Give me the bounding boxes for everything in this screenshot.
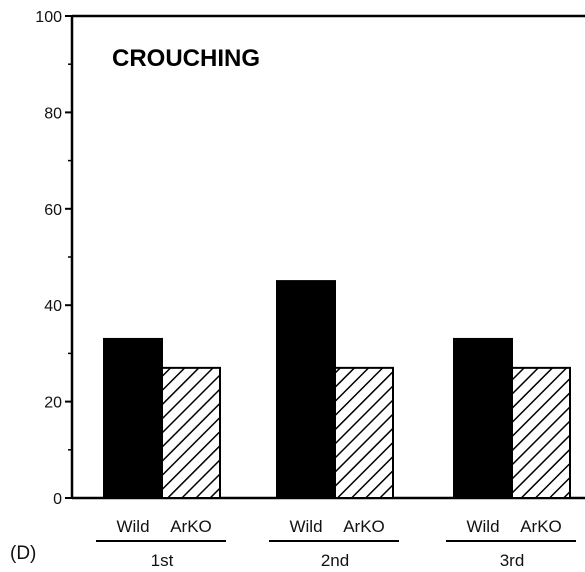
group-label: 2nd bbox=[321, 551, 349, 570]
bar-label: Wild bbox=[116, 517, 149, 536]
y-tick-label: 80 bbox=[44, 105, 62, 122]
y-tick-label: 60 bbox=[44, 202, 62, 219]
bar-label: ArKO bbox=[343, 517, 385, 536]
bar-label: ArKO bbox=[520, 517, 562, 536]
bar-wild-1st bbox=[103, 337, 163, 499]
panel-label: (D) bbox=[10, 543, 36, 564]
bar-label: Wild bbox=[466, 517, 499, 536]
group-label: 3rd bbox=[500, 551, 525, 570]
chart-title: CROUCHING bbox=[112, 45, 260, 72]
bar-wild-3rd bbox=[453, 337, 513, 499]
bar-arko-1st bbox=[161, 366, 221, 499]
y-tick-label: 0 bbox=[53, 491, 62, 508]
y-tick-label: 40 bbox=[44, 298, 62, 315]
bar-label: Wild bbox=[289, 517, 322, 536]
bars bbox=[103, 280, 571, 499]
bar-wild-2nd bbox=[276, 280, 336, 499]
y-tick-label: 100 bbox=[35, 9, 62, 26]
bar-arko-2nd bbox=[334, 366, 394, 499]
bar-arko-3rd bbox=[511, 366, 571, 499]
y-tick-label: 20 bbox=[44, 395, 62, 412]
bar-label: ArKO bbox=[170, 517, 212, 536]
y-ticks: 0 20 40 60 80 100 bbox=[35, 9, 72, 508]
group-label: 1st bbox=[151, 551, 174, 570]
